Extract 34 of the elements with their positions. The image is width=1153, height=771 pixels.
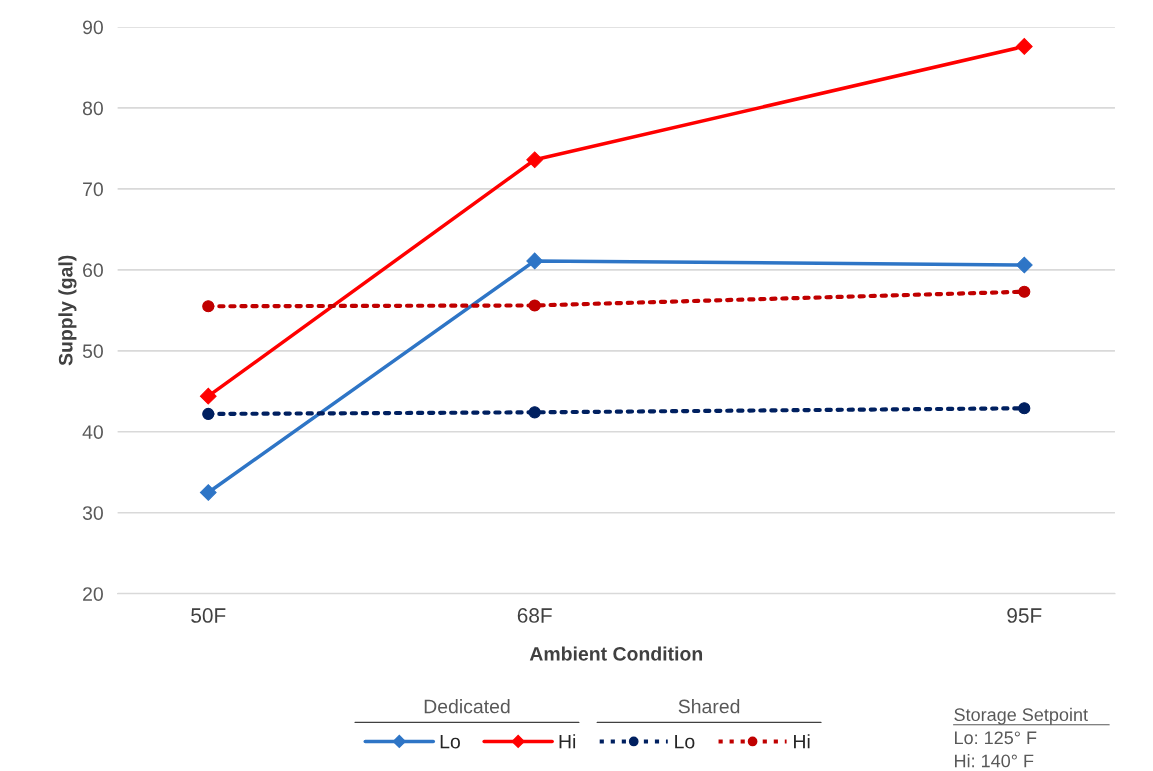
x-tick-label: 68F (517, 608, 552, 623)
point (1018, 402, 1031, 415)
x-tick-label: 50F (191, 608, 226, 623)
text: Shared (678, 699, 740, 714)
legend-label: Hi (794, 734, 810, 749)
point (528, 406, 541, 419)
point (1015, 38, 1033, 55)
y-tick-label: 90 (83, 20, 103, 35)
x-tick-label: 95F (1007, 608, 1042, 623)
point (1015, 256, 1033, 274)
x-axis-title: Ambient Condition (529, 646, 703, 661)
legend-label: Lo (440, 734, 460, 749)
point (202, 407, 215, 421)
y-tick-label: 50 (82, 344, 103, 359)
y-tick-label: 40 (82, 425, 103, 439)
point (1018, 285, 1031, 298)
y-tick-label: 30 (82, 506, 103, 520)
text: Hi: 140° F (955, 754, 1034, 768)
y-axis-title: Supply (gal) (58, 255, 77, 366)
legend-label: Hi (559, 734, 576, 749)
y-tick-label: 20 (83, 587, 103, 601)
text: Storage Setpoint (954, 707, 1088, 725)
text: Lo: 125° F (955, 731, 1037, 745)
point (199, 484, 217, 501)
text: Dedicated (424, 699, 510, 714)
point (526, 252, 544, 270)
point (199, 387, 217, 405)
point (526, 151, 544, 169)
legend-label: Lo (675, 734, 695, 749)
y-tick-label: 80 (82, 101, 103, 116)
y-tick-label: 70 (83, 182, 103, 197)
point (202, 300, 215, 313)
point (528, 299, 541, 312)
y-tick-label: 60 (83, 263, 103, 278)
